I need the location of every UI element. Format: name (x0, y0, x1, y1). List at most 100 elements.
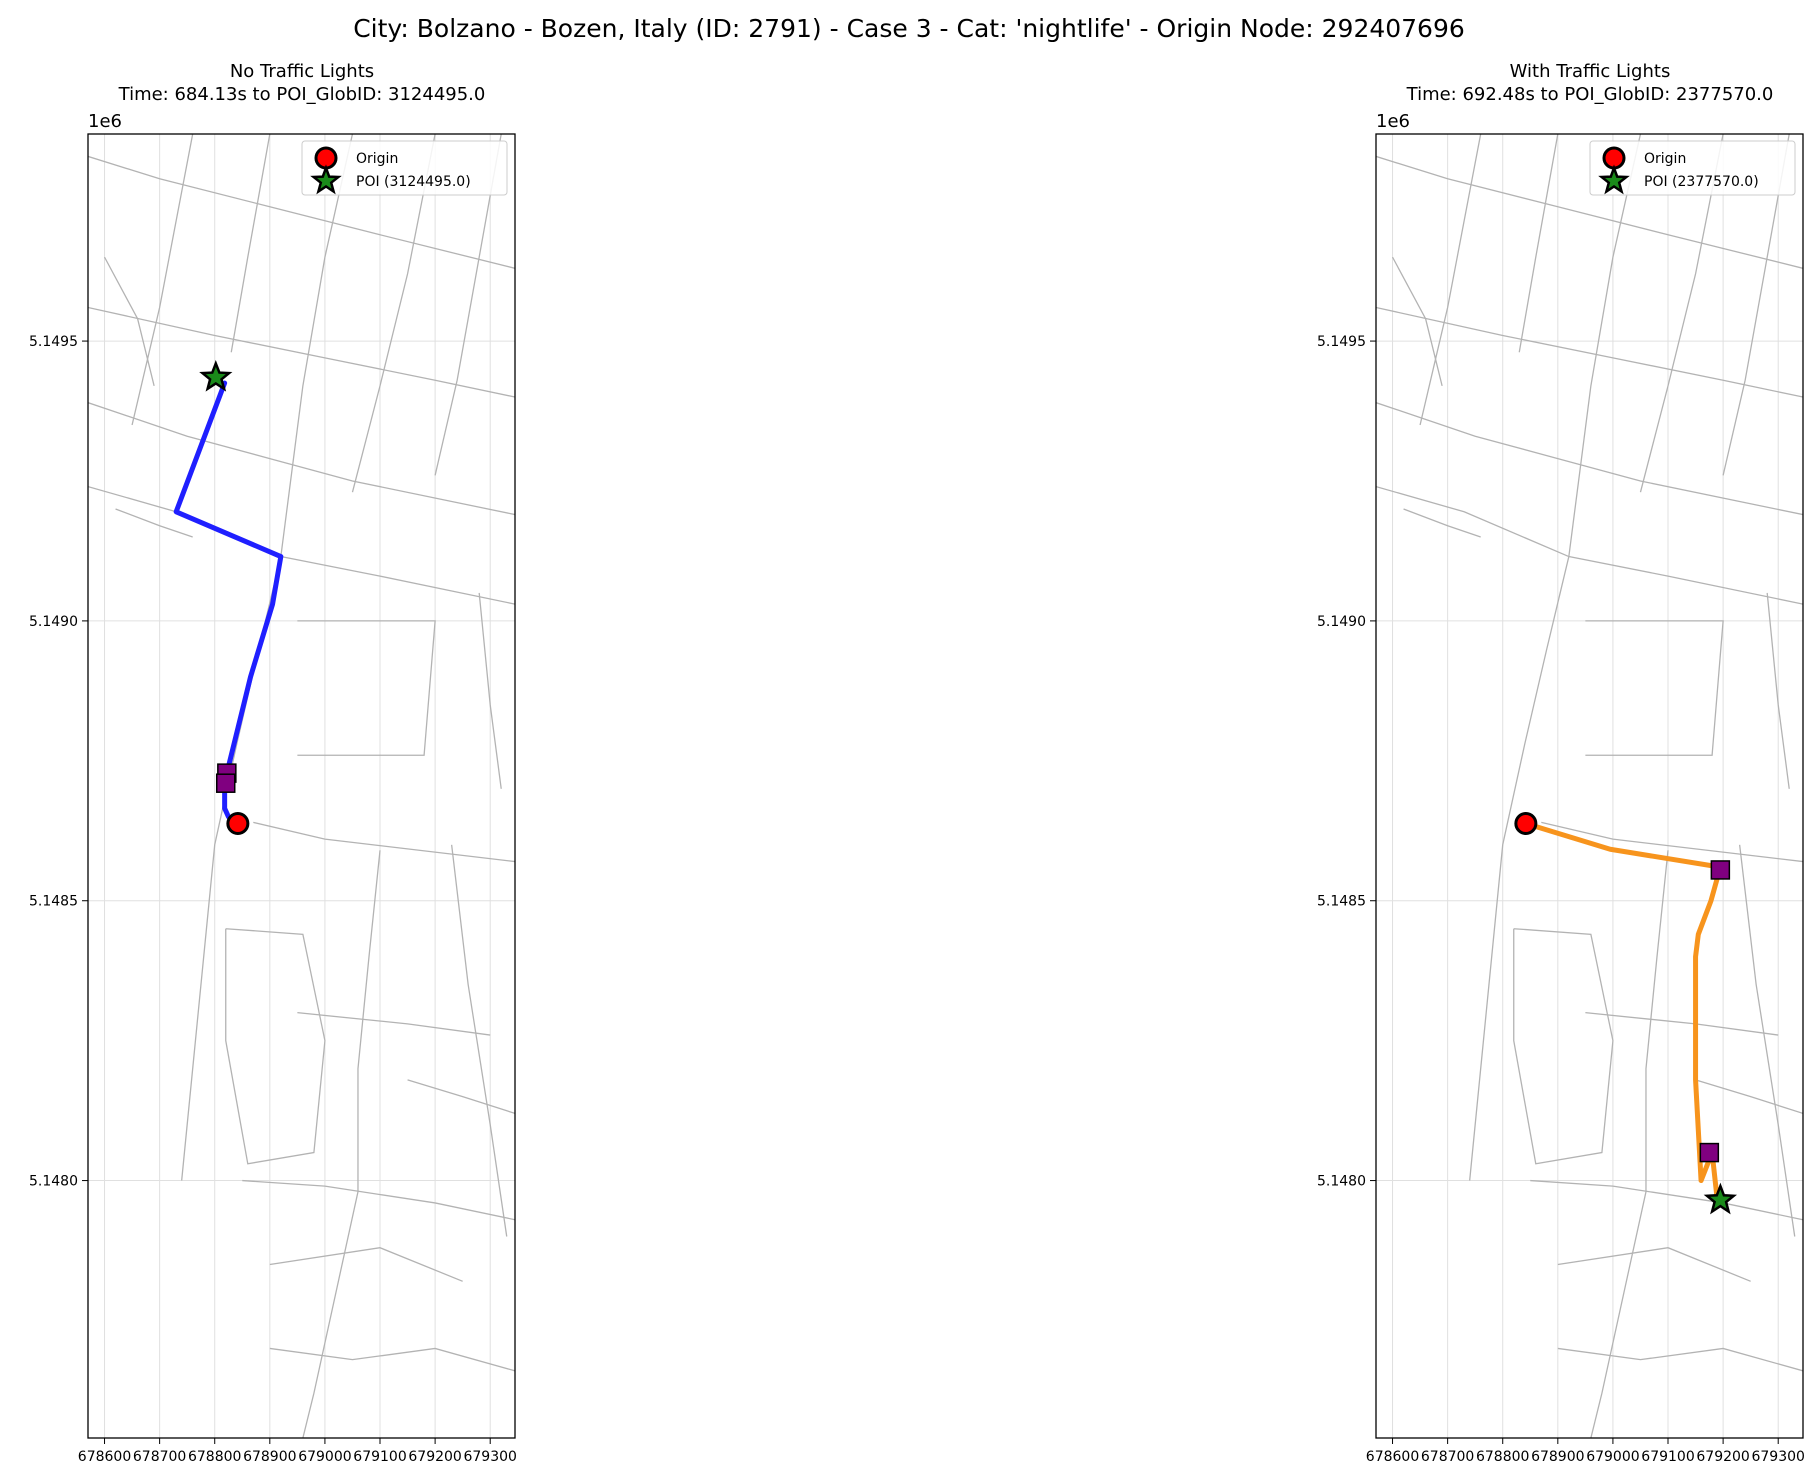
figure-suptitle: City: Bolzano - Bozen, Italy (ID: 2791) … (353, 14, 1465, 43)
x-tick-label: 678900 (243, 1449, 296, 1465)
street (297, 1012, 491, 1036)
street (351, 134, 436, 493)
street (1530, 1179, 1803, 1221)
route-path (1523, 820, 1723, 1206)
street (434, 134, 502, 476)
street (88, 402, 515, 516)
street (1557, 1347, 1803, 1372)
street (1518, 134, 1559, 353)
right-map-subtitle: Time: 692.48s to POI_GlobID: 2377570.0 (1406, 84, 1774, 105)
origin-marker (1514, 811, 1538, 835)
y-tick-label: 5.1485 (1317, 894, 1366, 910)
street (1541, 821, 1803, 863)
street (297, 620, 436, 756)
x-tick-label: 678600 (1366, 1449, 1419, 1465)
street (1639, 134, 1724, 493)
y-tick-label: 5.1485 (29, 894, 78, 910)
street (478, 592, 502, 789)
legend-poi-label: POI (2377570.0) (1644, 174, 1759, 190)
street (269, 1247, 463, 1282)
right-offset-label: 1e6 (1376, 111, 1410, 132)
x-tick-label: 679000 (1586, 1449, 1639, 1465)
left-map-plot-area: 678600 678700 678800 678900 679000 679100 6792… (29, 133, 517, 1465)
x-tick-label: 679300 (463, 1449, 516, 1465)
x-tick-label: 678600 (78, 1449, 131, 1465)
street (1391, 256, 1443, 387)
y-tick-label: 5.1495 (29, 334, 78, 350)
x-tick-label: 678700 (1421, 1449, 1474, 1465)
street-network (1376, 134, 1803, 1438)
street (280, 134, 354, 557)
right-map-plot-area: 678600 678700 678800 678900 679000 679100 6792… (1317, 133, 1805, 1465)
street (1585, 620, 1724, 756)
x-tick-label: 679000 (298, 1449, 351, 1465)
street (88, 485, 515, 605)
street (1557, 1247, 1751, 1282)
left-offset-label: 1e6 (88, 111, 122, 132)
left-map-subtitle: Time: 684.13s to POI_GlobID: 3124495.0 (118, 84, 486, 105)
street (1403, 508, 1481, 538)
street (225, 928, 326, 1165)
legend: Origin POI (3124495.0) (301, 140, 508, 196)
street (407, 1079, 515, 1115)
intermediate-node-marker (215, 773, 236, 793)
street (103, 256, 155, 387)
route-path (173, 380, 284, 826)
street (131, 134, 194, 426)
y-tick-label: 5.1490 (1317, 614, 1366, 630)
legend-poi-icon (1598, 164, 1630, 195)
left-map-panel: No Traffic Lights Time: 684.13s to POI_G… (29, 61, 517, 1465)
street (450, 844, 508, 1237)
x-tick-label: 678800 (188, 1449, 241, 1465)
x-tick-label: 678900 (1531, 1449, 1584, 1465)
street (1376, 485, 1803, 605)
x-tick-label: 679200 (408, 1449, 461, 1465)
street (1722, 134, 1790, 476)
x-tick-label: 678800 (1476, 1449, 1529, 1465)
street (1376, 155, 1803, 269)
street (253, 821, 515, 863)
street (1469, 556, 1570, 1181)
x-tick-label: 679100 (353, 1449, 406, 1465)
y-tick-label: 5.1495 (1317, 334, 1366, 350)
x-tick-label: 679100 (1641, 1449, 1694, 1465)
axes-frame (87, 133, 516, 1439)
intermediate-node-marker (1710, 860, 1731, 880)
street (1585, 1012, 1779, 1036)
street (115, 508, 193, 538)
street (242, 1179, 515, 1221)
legend-poi-icon (310, 164, 342, 195)
street (1695, 1079, 1803, 1115)
legend-box (301, 140, 508, 196)
legend-box (1589, 140, 1796, 196)
street (88, 155, 515, 269)
street (1419, 134, 1482, 426)
street (88, 306, 515, 398)
right-map-title: With Traffic Lights (1510, 61, 1671, 82)
street (269, 1347, 515, 1372)
y-tick-label: 5.1480 (29, 1174, 78, 1190)
street (1513, 928, 1614, 1165)
street (230, 134, 271, 353)
legend: Origin POI (2377570.0) (1589, 140, 1796, 196)
y-tick-label: 5.1490 (29, 614, 78, 630)
x-tick-label: 679300 (1751, 1449, 1804, 1465)
right-map-panel: With Traffic Lights Time: 692.48s to POI… (1317, 61, 1805, 1465)
street (1376, 306, 1803, 398)
origin-marker (226, 811, 250, 835)
street (1766, 592, 1790, 789)
street-network (88, 134, 515, 1438)
street (181, 556, 282, 1181)
poi-star-marker (1703, 1182, 1738, 1215)
street (1376, 402, 1803, 516)
x-tick-label: 679200 (1696, 1449, 1749, 1465)
legend-origin-label: Origin (1644, 151, 1686, 167)
x-tick-label: 678700 (133, 1449, 186, 1465)
axes-frame (1375, 133, 1804, 1439)
street (1568, 134, 1642, 557)
legend-poi-label: POI (3124495.0) (356, 174, 471, 190)
poi-star-marker (199, 360, 233, 392)
y-tick-label: 5.1480 (1317, 1174, 1366, 1190)
intermediate-node-marker (1699, 1142, 1720, 1163)
